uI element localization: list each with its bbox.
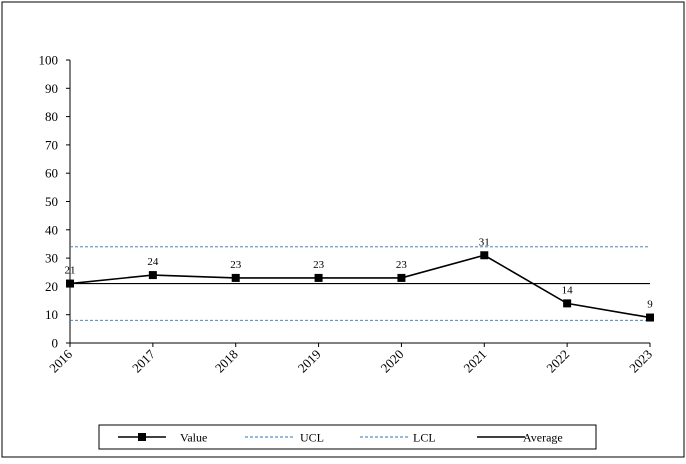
- y-tick-label: 100: [39, 53, 59, 68]
- data-label: 21: [65, 265, 76, 277]
- y-tick-label: 10: [45, 307, 58, 322]
- y-tick-label: 20: [45, 279, 58, 294]
- y-tick-label: 0: [52, 336, 59, 351]
- legend-ucl-label: UCL: [300, 431, 324, 445]
- y-tick-label: 70: [45, 137, 58, 152]
- value-point: [563, 299, 572, 308]
- data-label: 23: [230, 259, 242, 271]
- legend: Value UCL LCL Average: [98, 424, 597, 450]
- y-tick-label: 60: [45, 166, 58, 181]
- y-tick-label: 40: [45, 222, 58, 237]
- data-label: 9: [647, 299, 653, 311]
- value-point: [314, 273, 323, 282]
- value-point: [646, 313, 654, 322]
- y-tick-label: 50: [45, 194, 58, 209]
- legend-average-label: Average: [523, 431, 563, 445]
- data-label: 24: [147, 256, 159, 268]
- y-tick-label: 30: [45, 251, 58, 266]
- legend-lcl-label: LCL: [413, 431, 436, 445]
- value-point: [397, 273, 406, 282]
- data-label: 23: [313, 259, 325, 271]
- y-tick-label: 90: [45, 81, 58, 96]
- y-tick-label: 80: [45, 109, 58, 124]
- value-point: [231, 273, 240, 282]
- data-label: 14: [562, 284, 574, 296]
- value-point: [66, 279, 74, 288]
- data-label: 31: [479, 236, 490, 248]
- legend-value-label: Value: [180, 431, 207, 445]
- value-point: [148, 271, 157, 280]
- value-series-line: [69, 254, 651, 319]
- legend-value-marker: [138, 433, 146, 441]
- value-point: [480, 251, 489, 260]
- data-label: 23: [396, 259, 408, 271]
